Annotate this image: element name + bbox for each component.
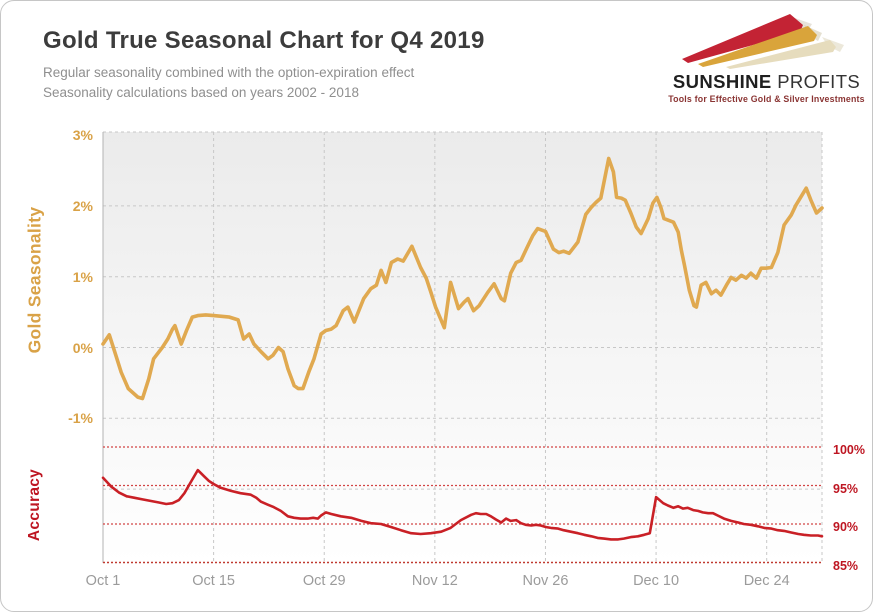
gold-seasonality-line [101, 156, 824, 401]
accuracy-axis-tick-90%: 90% [833, 520, 859, 534]
gold-axis-tick-0%: 0% [72, 339, 93, 356]
gold-axis-tick--1%: -1% [68, 410, 93, 427]
accuracy-axis-title: Accuracy [26, 468, 43, 542]
chart-header: Gold True Seasonal Chart for Q4 2019 Reg… [43, 27, 485, 103]
logo-tagline: Tools for Effective Gold & Silver Invest… [668, 94, 865, 104]
subtitle-line-1: Regular seasonality combined with the op… [43, 65, 415, 80]
accuracy-axis-tick-85%: 85% [833, 558, 859, 573]
logo-word-profits: PROFITS [777, 71, 861, 92]
accuracy-axis-tick-95%: 95% [833, 481, 859, 496]
logo-word-sunshine: SUNSHINE [672, 71, 772, 92]
date-axis-tick-Dec-24: Dec 24 [743, 573, 790, 589]
gold-axis-tick-2%: 2% [72, 197, 93, 214]
accuracy-axis-tick-100%: 100% [833, 443, 865, 457]
date-axis-tick-Nov-26: Nov 26 [522, 573, 569, 589]
logo-arrows-icon [682, 14, 844, 69]
date-axis-tick-Oct-1: Oct 1 [85, 573, 121, 589]
page-title: Gold True Seasonal Chart for Q4 2019 [43, 27, 485, 54]
chart-subtitle: Regular seasonality combined with the op… [43, 63, 485, 103]
subtitle-line-2: Seasonality calculations based on years … [43, 85, 359, 100]
date-axis-tick-Oct-15: Oct 15 [192, 573, 235, 589]
plot-area [103, 132, 822, 563]
date-axis-tick-Nov-12: Nov 12 [411, 573, 458, 589]
gold-axis-tick-1%: 1% [72, 268, 93, 285]
gold-seasonality-axis-title: Gold Seasonality [24, 206, 45, 354]
date-axis-tick-Oct-29: Oct 29 [302, 573, 346, 589]
sunshine-profits-logo: SUNSHINE PROFITS Tools for Effective Gol… [664, 11, 869, 104]
accuracy-line [101, 468, 824, 541]
gold-axis-tick-3%: 3% [72, 127, 93, 144]
logo-wordmark: SUNSHINE PROFITS [664, 71, 869, 93]
date-axis-tick-Dec-10: Dec 10 [633, 573, 680, 589]
